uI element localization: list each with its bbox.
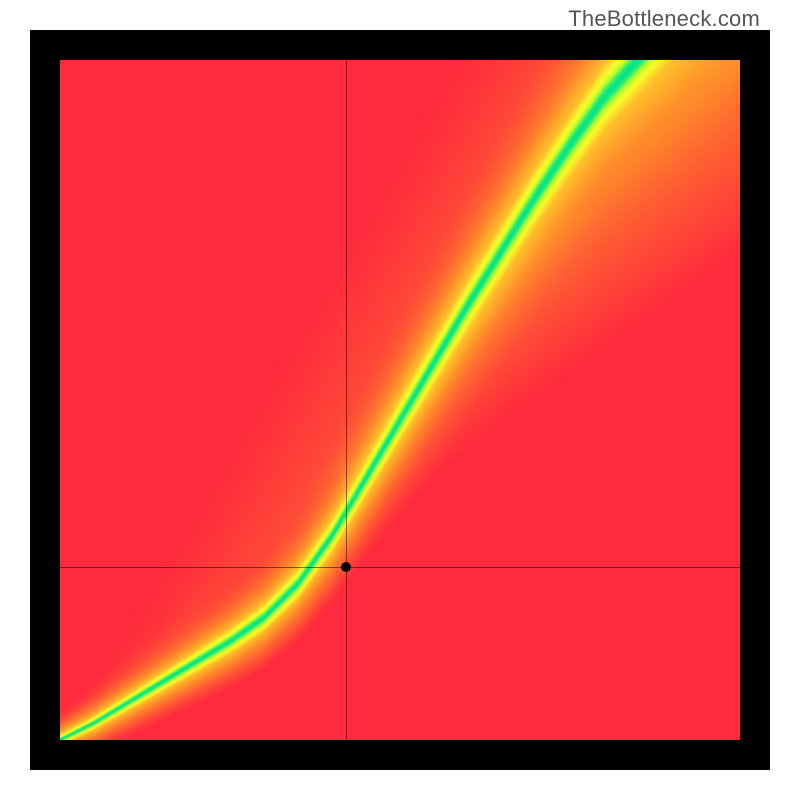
crosshair-marker-dot bbox=[341, 562, 351, 572]
chart-frame bbox=[30, 30, 770, 770]
watermark-text: TheBottleneck.com bbox=[568, 6, 760, 32]
crosshair-horizontal-line bbox=[60, 567, 740, 568]
crosshair-vertical-line bbox=[346, 60, 347, 740]
heatmap-canvas bbox=[60, 60, 740, 740]
